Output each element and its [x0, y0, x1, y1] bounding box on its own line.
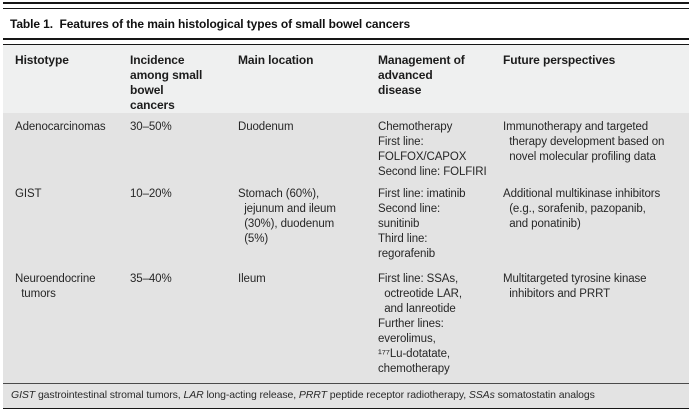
table-footnote: GIST gastrointestinal stromal tumors, LA… [3, 383, 689, 408]
footnote-abbr-ssas: SSAs [468, 389, 495, 401]
footnote-def-prrt: peptide receptor radiotherapy, [329, 389, 467, 401]
title-rule [3, 38, 689, 45]
cell-future: Multitargeted tyrosine kinase inhibitors… [503, 273, 647, 300]
footnote-abbr-prrt: PRRT [298, 389, 327, 401]
table-title: Table 1. Features of the main histologic… [10, 16, 411, 31]
footnote-def-gist: gastrointestinal stromal tumors, [37, 389, 181, 401]
cell-management: Chemotherapy First line: FOLFOX/CAPOX Se… [378, 121, 487, 178]
col-header-future-perspectives: Future perspectives [503, 53, 616, 67]
cell-future: Immunotherapy and targeted therapy devel… [503, 121, 665, 163]
table-header-row: Histotype Incidence among small bowel ca… [3, 45, 689, 113]
col-header-main-location: Main location [238, 53, 314, 67]
cell-incidence: 35–40% [130, 273, 172, 285]
cell-histotype: GIST [15, 188, 42, 200]
table-row-gist: GIST 10–20% Stomach (60%), jejunum and i… [3, 180, 689, 265]
col-header-management: Management of advanced disease [378, 53, 465, 97]
cell-management: First line: imatinib Second line: suniti… [378, 188, 466, 260]
cell-incidence: 10–20% [130, 188, 172, 200]
cell-future: Additional multikinase inhibitors (e.g.,… [503, 188, 661, 230]
footnote-def-lar: long-acting release, [206, 389, 297, 401]
cell-histotype: Neuroendocrine tumors [15, 273, 96, 300]
col-header-histotype: Histotype [15, 53, 69, 67]
footnote-abbr-gist: GIST [11, 389, 36, 401]
cell-management: First line: SSAs, octreotide LAR, and la… [378, 273, 462, 375]
col-header-incidence: Incidence among small bowel cancers [130, 53, 203, 112]
table-row-adenocarcinomas: Adenocarcinomas 30–50% Duodenum Chemothe… [3, 113, 689, 180]
footnote-abbr-lar: LAR [183, 389, 204, 401]
table-row-neuroendocrine-tumors: Neuroendocrine tumors 35–40% Ileum First… [3, 265, 689, 383]
cell-location: Stomach (60%), jejunum and ileum (30%), … [238, 188, 336, 245]
top-rule [3, 2, 689, 9]
histology-table: Histotype Incidence among small bowel ca… [3, 45, 689, 383]
cell-incidence: 30–50% [130, 121, 172, 133]
footnote-def-ssas: somatostatin analogs [497, 389, 595, 401]
cell-histotype: Adenocarcinomas [15, 121, 106, 133]
cell-location: Ileum [238, 273, 266, 285]
cell-location: Duodenum [238, 121, 294, 133]
